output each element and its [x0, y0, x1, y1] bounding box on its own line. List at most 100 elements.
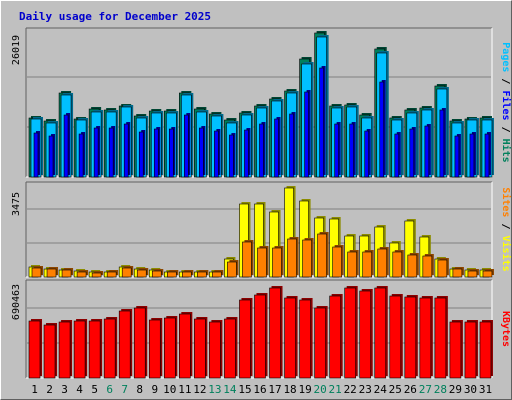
bar-files-day-2 [48, 134, 56, 178]
bar-sites-day-9 [151, 269, 164, 278]
bar-sites-day-20 [317, 232, 329, 278]
side-label-kbytes: KBytes [500, 311, 511, 347]
bar-sites-day-6 [106, 270, 119, 278]
chart-title: Daily usage for December 2025 [19, 10, 211, 23]
bar-files-day-28 [439, 108, 446, 178]
bar-sites-day-31 [482, 269, 494, 278]
bar-sites-day-30 [467, 269, 479, 278]
x-tick-label-day-3: 3 [61, 383, 68, 396]
bar-files-day-6 [108, 126, 116, 178]
chart-panel-2: 3475 Sites / Visits [11, 181, 512, 278]
bar-sites-day-3 [61, 268, 74, 278]
x-tick-label-day-24: 24 [374, 383, 388, 396]
x-tick-label-day-10: 10 [163, 383, 176, 396]
bar-files-day-25 [394, 132, 401, 178]
bar-kbytes-day-10 [163, 316, 178, 379]
bar-files-day-7 [123, 122, 131, 178]
legend-visits: Visits [500, 236, 512, 272]
axis-max-label: 690463 [11, 284, 22, 320]
bar-files-day-5 [93, 126, 101, 178]
legend-files: Files [500, 90, 512, 120]
bar-files-day-27 [424, 124, 431, 178]
x-tick-label-day-14: 14 [223, 383, 237, 396]
x-tick-label-day-29: 29 [449, 383, 462, 396]
axis-max-label: 3475 [11, 192, 22, 216]
bar-sites-day-11 [182, 270, 194, 278]
bar-sites-day-18 [287, 237, 299, 278]
bar-sites-day-10 [166, 270, 179, 278]
chart-panel-1: 26019 Pages / Files / Hits [11, 27, 512, 178]
bar-files-day-13 [214, 129, 221, 178]
x-tick-label-day-17: 17 [268, 383, 281, 396]
bar-sites-day-4 [76, 270, 89, 278]
bar-kbytes-day-21 [329, 294, 343, 379]
side-label-sites-visits: Sites / Visits [500, 187, 512, 271]
x-tick-label-day-20: 20 [314, 383, 327, 396]
bar-files-day-24 [379, 80, 386, 178]
bar-sites-day-27 [422, 254, 434, 278]
bar-sites-day-8 [136, 268, 149, 278]
bar-files-day-4 [78, 132, 86, 178]
x-tick-label-day-25: 25 [389, 383, 402, 396]
bar-sites-day-12 [197, 270, 209, 278]
x-tick-label-day-9: 9 [151, 383, 158, 396]
bar-files-day-20 [319, 66, 326, 178]
bar-files-day-1 [33, 131, 40, 178]
bar-kbytes-day-28 [434, 296, 448, 379]
bar-kbytes-day-12 [194, 317, 208, 379]
bar-sites-day-22 [347, 250, 359, 278]
bar-files-day-15 [244, 128, 251, 178]
x-tick-label-day-5: 5 [91, 383, 98, 396]
x-tick-label-day-16: 16 [253, 383, 266, 396]
bar-sites-day-29 [452, 267, 464, 278]
bar-kbytes-day-26 [404, 295, 418, 379]
bar-files-day-21 [334, 122, 341, 178]
bar-sites-day-25 [392, 250, 404, 278]
x-tick-label-day-22: 22 [344, 383, 357, 396]
bar-kbytes-day-8 [133, 306, 148, 379]
bar-files-day-19 [304, 90, 311, 178]
bar-kbytes-day-14 [224, 317, 238, 379]
x-tick-label-day-28: 28 [434, 383, 447, 396]
bar-sites-day-5 [91, 271, 104, 278]
bar-files-day-10 [168, 127, 176, 178]
x-tick-label-day-6: 6 [106, 383, 113, 396]
x-tick-label-day-30: 30 [464, 383, 477, 396]
bar-files-day-12 [199, 126, 206, 178]
bar-files-day-31 [484, 132, 491, 178]
bar-files-day-23 [364, 129, 371, 178]
bar-kbytes-day-15 [239, 298, 253, 379]
bar-sites-day-28 [437, 258, 449, 278]
x-tick-label-day-1: 1 [31, 383, 38, 396]
bar-kbytes-day-7 [118, 309, 133, 379]
bar-kbytes-day-9 [148, 318, 163, 379]
x-tick-label-day-12: 12 [193, 383, 206, 396]
bar-kbytes-day-31 [479, 320, 493, 379]
x-tick-label-day-19: 19 [298, 383, 311, 396]
bar-files-day-17 [274, 117, 281, 178]
bar-kbytes-day-29 [449, 320, 463, 379]
x-tick-label-day-23: 23 [359, 383, 372, 396]
bar-files-day-29 [454, 134, 461, 178]
bar-files-day-9 [153, 127, 161, 178]
bar-sites-day-17 [272, 246, 284, 278]
legend-hits: Hits [500, 139, 512, 163]
bar-kbytes-day-4 [73, 319, 88, 379]
bar-kbytes-day-19 [299, 298, 313, 379]
bar-sites-day-1 [31, 266, 43, 278]
bar-sites-day-2 [46, 267, 59, 278]
bar-files-day-22 [349, 122, 356, 178]
bar-sites-day-16 [257, 246, 269, 278]
x-tick-label-day-2: 2 [46, 383, 53, 396]
bar-sites-day-19 [302, 238, 314, 278]
bar-kbytes-day-16 [254, 293, 268, 379]
legend-sites: Sites [500, 187, 512, 217]
bar-sites-day-23 [362, 250, 374, 278]
bar-kbytes-day-18 [284, 296, 298, 379]
x-tick-label-day-15: 15 [238, 383, 251, 396]
bar-sites-day-15 [242, 240, 254, 278]
x-tick-label-day-27: 27 [419, 383, 432, 396]
bar-sites-day-24 [377, 247, 389, 278]
bar-files-day-26 [409, 127, 416, 178]
